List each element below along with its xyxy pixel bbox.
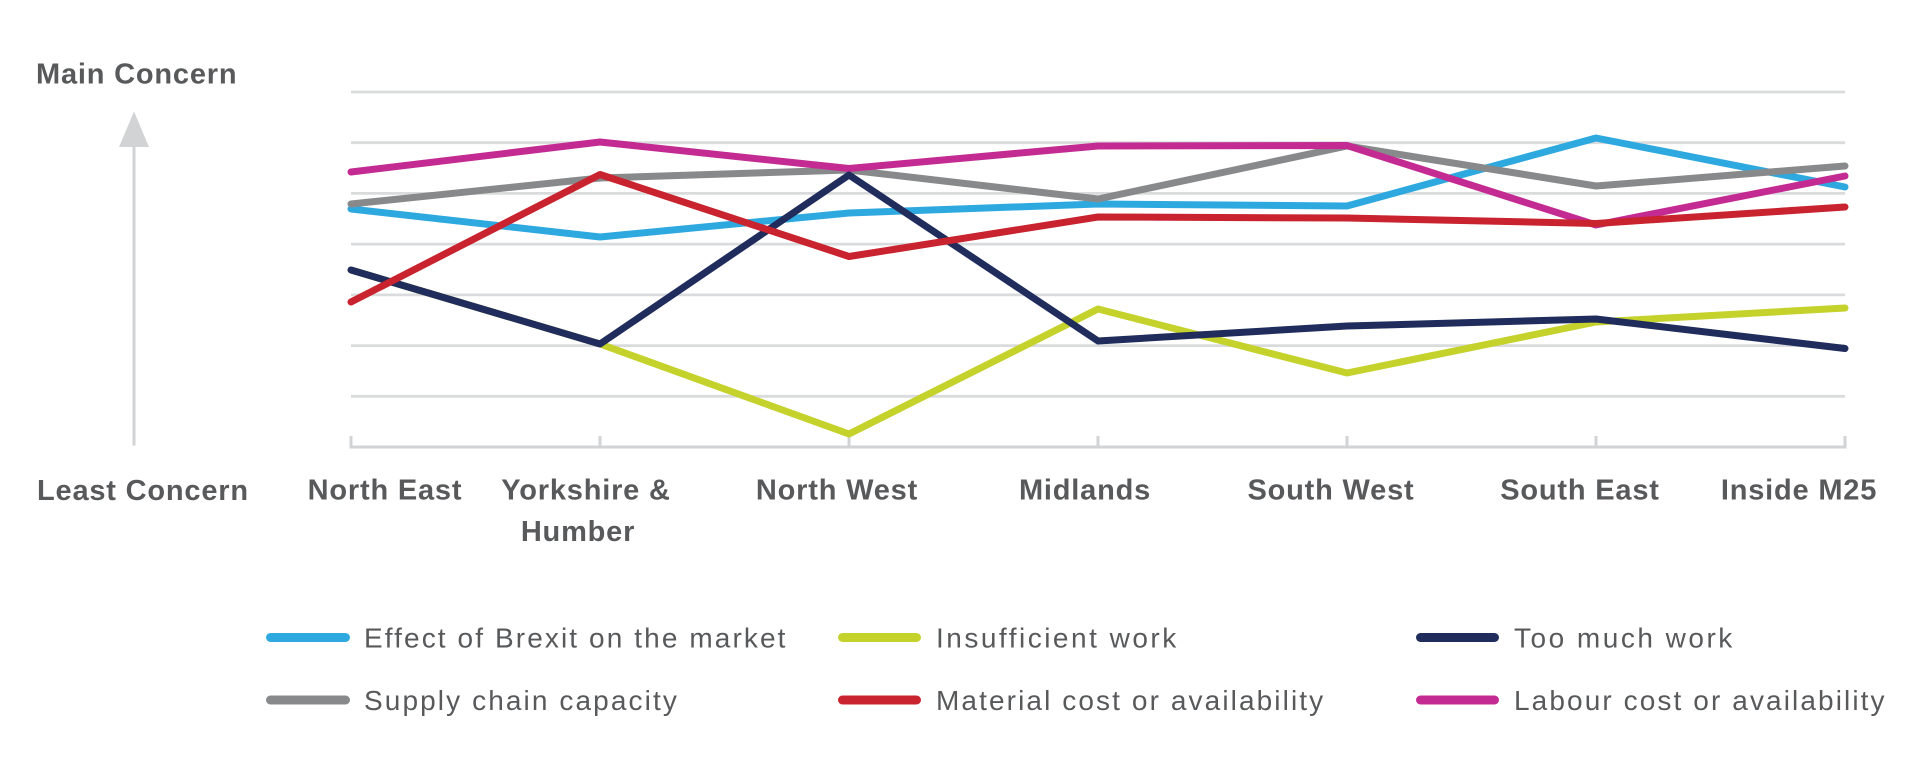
svg-text:South West: South West (1248, 475, 1415, 507)
svg-text:Effect of Brexit on the market: Effect of Brexit on the market (364, 622, 788, 653)
svg-text:Too much work: Too much work (1514, 622, 1735, 653)
svg-text:Humber: Humber (521, 516, 635, 548)
svg-text:Midlands: Midlands (1019, 475, 1151, 507)
svg-text:Material cost or availability: Material cost or availability (936, 685, 1325, 716)
svg-text:Labour cost or availability: Labour cost or availability (1514, 685, 1887, 716)
svg-text:Insufficient work: Insufficient work (936, 622, 1179, 653)
svg-text:South East: South East (1500, 475, 1659, 507)
svg-text:North East: North East (308, 475, 463, 507)
svg-text:Supply chain capacity: Supply chain capacity (364, 685, 679, 716)
svg-text:Main Concern: Main Concern (36, 59, 237, 91)
svg-text:Least Concern: Least Concern (37, 475, 249, 507)
svg-text:Inside M25: Inside M25 (1721, 475, 1877, 507)
svg-text:Yorkshire &: Yorkshire & (501, 475, 670, 507)
svg-text:North West: North West (756, 475, 918, 507)
